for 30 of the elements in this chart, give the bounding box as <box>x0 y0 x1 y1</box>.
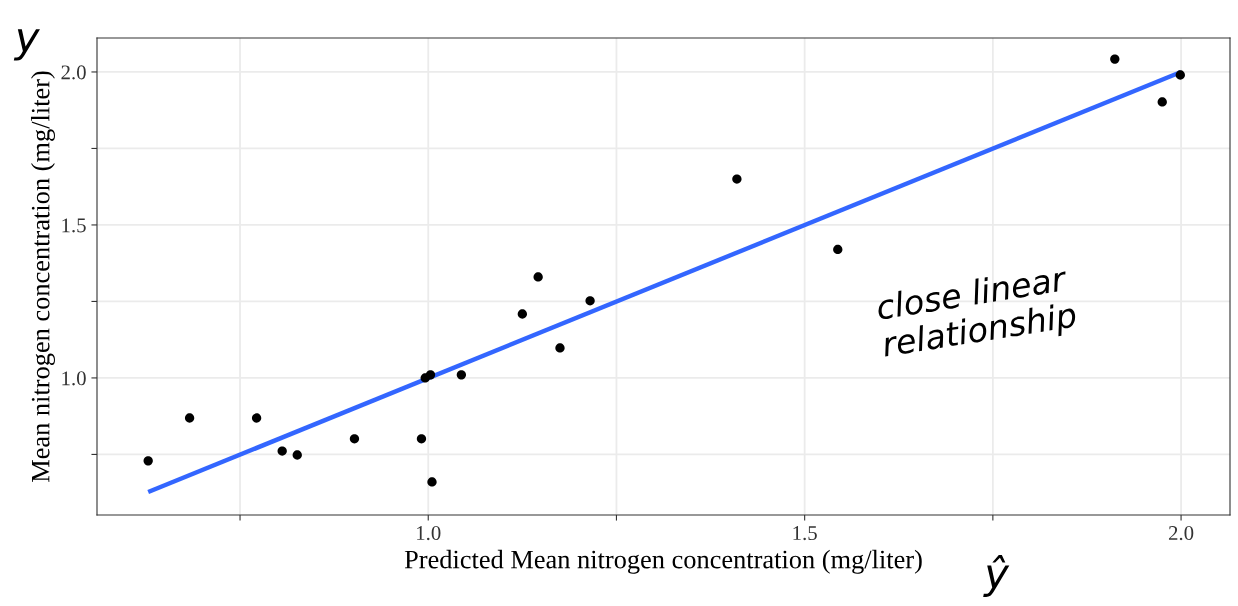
point <box>1157 97 1167 107</box>
point <box>585 296 595 306</box>
point <box>427 477 437 487</box>
point <box>555 343 565 353</box>
point <box>1175 70 1185 80</box>
x-tick-label: 1.5 <box>793 526 817 541</box>
y-tick-label: 1.5 <box>62 218 86 233</box>
point <box>292 450 302 460</box>
y-tick-label: 2.0 <box>61 65 86 80</box>
x-tick-label: 1.0 <box>417 526 441 541</box>
y-axis-title: Mean nitrogen concentration (mg/liter) <box>30 71 55 483</box>
y-tick-label: 1.0 <box>62 371 86 386</box>
point <box>456 370 467 380</box>
point <box>732 174 742 184</box>
point <box>143 456 153 466</box>
text: ŷ <box>983 554 1010 597</box>
point <box>184 413 195 423</box>
point <box>416 434 427 444</box>
point <box>533 272 543 282</box>
point <box>425 370 436 380</box>
point <box>517 309 527 319</box>
point <box>349 434 360 444</box>
point <box>1110 54 1120 64</box>
point <box>251 413 262 423</box>
point <box>277 446 287 456</box>
annotation: close linear relationship <box>875 264 1078 364</box>
x-axis-title: Predicted Mean nitrogen concentration (mg/liter) <box>404 549 922 574</box>
text: y <box>13 29 40 61</box>
x-tick-label: 2.0 <box>1168 526 1194 541</box>
point <box>833 244 843 255</box>
